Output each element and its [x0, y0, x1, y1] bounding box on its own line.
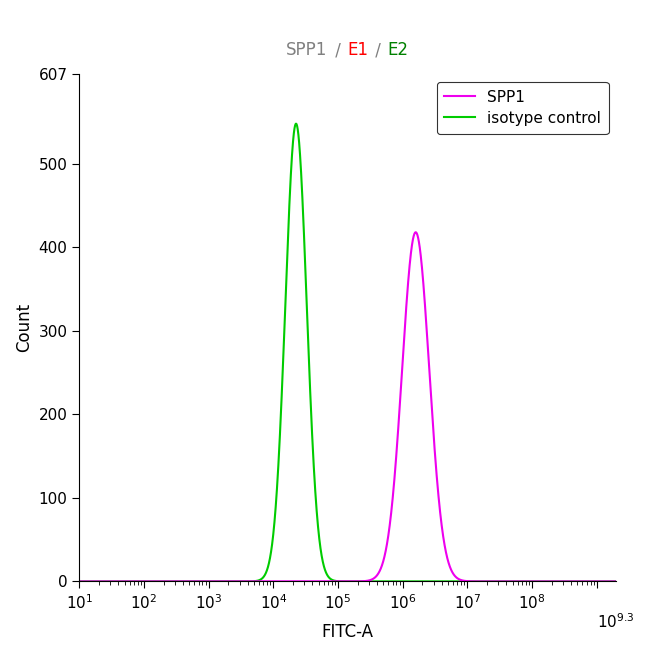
- Text: E1: E1: [348, 41, 369, 59]
- Text: /: /: [370, 41, 386, 59]
- Text: /: /: [330, 41, 346, 59]
- Text: E2: E2: [387, 41, 408, 59]
- Y-axis label: Count: Count: [15, 303, 33, 352]
- Text: $10^{9.3}$: $10^{9.3}$: [597, 612, 635, 630]
- Legend: SPP1, isotype control: SPP1, isotype control: [437, 82, 608, 134]
- Text: SPP1: SPP1: [286, 41, 328, 59]
- X-axis label: FITC-A: FITC-A: [322, 623, 374, 641]
